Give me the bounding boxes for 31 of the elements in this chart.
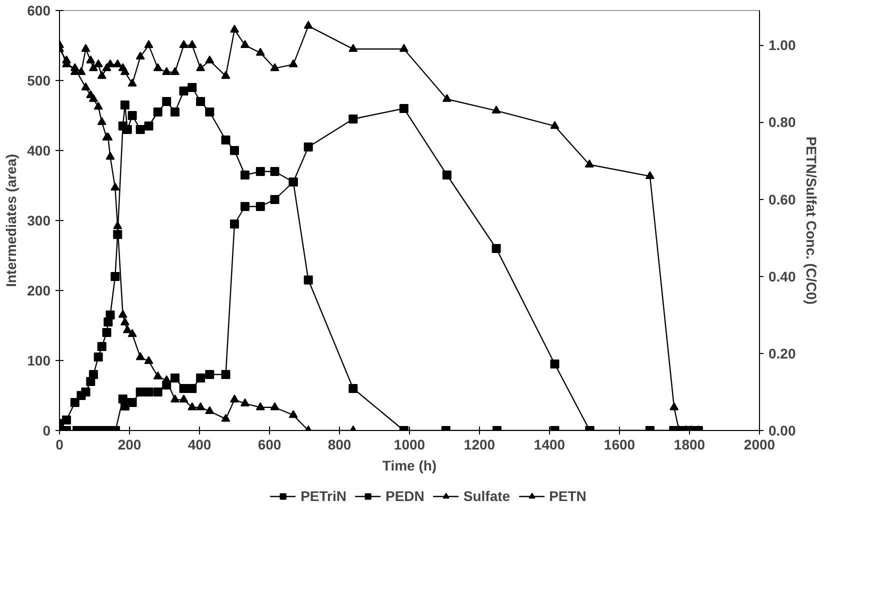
y2-tick-label: 0.80 xyxy=(768,114,796,130)
y-tick-label: 0 xyxy=(42,422,51,438)
y-tick-label: 600 xyxy=(27,2,51,18)
y-tick-label: 500 xyxy=(27,72,51,88)
x-tick-label: 600 xyxy=(258,436,282,452)
y-tick-label: 100 xyxy=(27,352,51,368)
y2-tick-label: 1.00 xyxy=(768,37,796,54)
x-tick-label: 400 xyxy=(188,436,212,452)
y-axis-title: Intermediates (area) xyxy=(3,154,20,288)
x-tick-label: 2000 xyxy=(744,436,776,452)
x-tick-label: 1000 xyxy=(394,436,426,452)
x-axis-title: Time (h) xyxy=(382,458,437,474)
x-tick-label: 1400 xyxy=(534,436,566,452)
y2-tick-label: 0.60 xyxy=(768,191,796,208)
x-tick-label: 1200 xyxy=(464,436,496,452)
y2-tick-label: 0.00 xyxy=(768,422,796,438)
legend-label: PETriN xyxy=(300,488,346,504)
y2-tick-label: 0.40 xyxy=(768,268,796,284)
x-tick-label: 1600 xyxy=(604,436,636,452)
legend-label: PEDN xyxy=(385,488,424,504)
y2-tick-label: 0.20 xyxy=(768,345,796,362)
legend-label: Sulfate xyxy=(463,488,510,504)
x-tick-label: 800 xyxy=(328,436,352,452)
y-tick-label: 400 xyxy=(27,142,51,158)
x-tick-label: 1800 xyxy=(674,436,706,452)
legend-label: PETN xyxy=(549,488,586,504)
x-tick-label: 0 xyxy=(56,436,64,452)
y2-axis-title: PETN/Sulfat Conc. (C/C0) xyxy=(804,136,820,305)
y-tick-label: 200 xyxy=(27,282,51,298)
x-tick-label: 200 xyxy=(118,436,142,452)
y-tick-label: 300 xyxy=(27,212,51,228)
